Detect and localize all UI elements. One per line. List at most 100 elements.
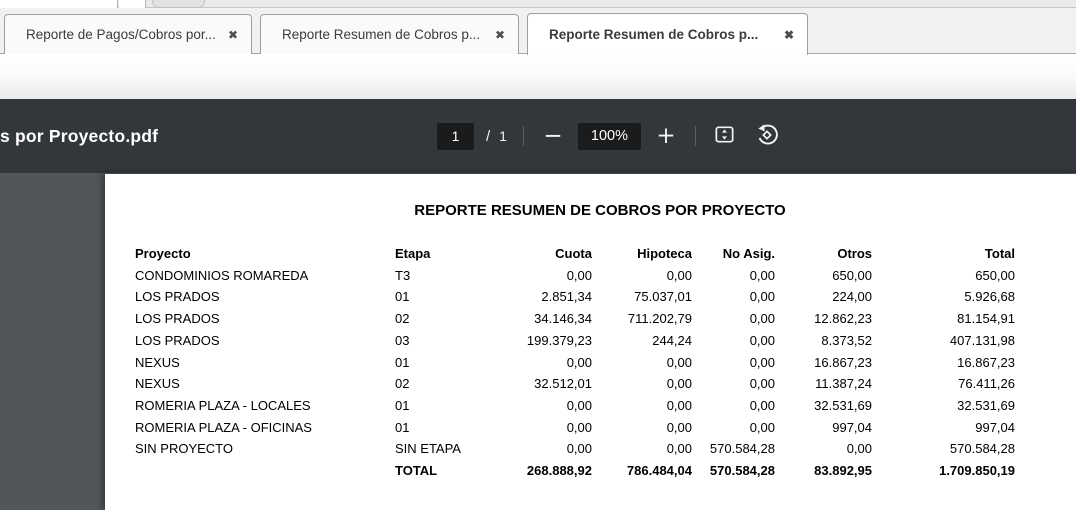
cell-hipoteca: 0,00 — [666, 397, 692, 413]
col-header-etapa: Etapa — [395, 246, 431, 261]
cell-no-asig: 0,00 — [749, 289, 775, 305]
cell-cuota: 0,00 — [566, 397, 592, 413]
table-row: NEXUS 01 0,00 0,00 0,00 16.867,23 16.867,23 — [135, 352, 1015, 374]
cell-cuota: 32.512,01 — [534, 376, 592, 392]
content-header-strip — [0, 54, 1076, 99]
table-row: NEXUS 02 32.512,01 0,00 0,00 11.387,24 76.411,… — [135, 373, 1015, 395]
col-header-no-asig: No Asig. — [722, 246, 775, 261]
cell-no-asig: 570.584,28 — [709, 441, 775, 457]
secondary-input-stub[interactable] — [119, 0, 146, 8]
toolbar-button-stub[interactable] — [152, 0, 205, 8]
page-number-input[interactable]: 1 — [437, 122, 474, 150]
cell-otros: 32.531,69 — [814, 397, 872, 413]
cell-proyecto: ROMERIA PLAZA - LOCALES — [135, 397, 311, 413]
cell-no-asig: 0,00 — [749, 354, 775, 370]
header-row: Proyecto Etapa Cuota Hipoteca No Asig. Otros T… — [135, 243, 1015, 265]
tab-reporte-pagos-cobros[interactable]: Reporte de Pagos/Cobros por... ✖ — [4, 14, 252, 54]
rotate-button[interactable] — [754, 123, 780, 149]
cell-proyecto: LOS PRADOS — [135, 311, 220, 327]
zoom-out-button[interactable]: − — [540, 123, 566, 149]
tab-reporte-resumen-2-active[interactable]: Reporte Resumen de Cobros p... ✖ — [527, 13, 808, 55]
pdf-viewer-area[interactable]: REPORTE RESUMEN DE COBROS POR PROYECTO P… — [0, 173, 1076, 510]
cell-etapa: 02 — [395, 376, 410, 392]
zoom-level-input[interactable]: 100% — [577, 122, 641, 150]
cell-hipoteca: 0,00 — [666, 354, 692, 370]
tab-label: Reporte Resumen de Cobros p... — [282, 27, 481, 42]
pdf-toolbar-controls: 1 / 1 − 100% + — [437, 99, 780, 173]
table-row: LOS PRADOS 01 2.851,34 75.037,01 0,00 224,00 5… — [135, 286, 1015, 308]
cell-total: 570.584,28 — [949, 441, 1015, 457]
cell-cuota: 0,00 — [566, 354, 592, 370]
col-header-total: Total — [984, 246, 1015, 261]
cell-otros: 224,00 — [832, 289, 872, 305]
cell-cuota: 0,00 — [566, 267, 592, 283]
table-row: CONDOMINIOS ROMAREDA T3 0,00 0,00 0,00 650,00… — [135, 265, 1015, 287]
cell-total: 81.154,91 — [957, 311, 1015, 327]
cell-proyecto: NEXUS — [135, 354, 180, 370]
col-header-hipoteca: Hipoteca — [637, 246, 692, 261]
report-table-head: Proyecto Etapa Cuota Hipoteca No Asig. Otros T… — [135, 243, 1015, 265]
cell-etapa: SIN ETAPA — [395, 441, 461, 457]
cell-total: 1.709.850,19 — [939, 463, 1015, 479]
cell-cuota: 199.379,23 — [526, 332, 592, 348]
cell-total: 32.531,69 — [957, 397, 1015, 413]
cell-etapa: 01 — [395, 397, 410, 413]
cell-no-asig: 0,00 — [749, 332, 775, 348]
cell-etapa: 02 — [395, 311, 410, 327]
cell-proyecto: LOS PRADOS — [135, 289, 220, 305]
table-row: LOS PRADOS 03 199.379,23 244,24 0,00 8.373,52… — [135, 330, 1015, 352]
cell-otros: 12.862,23 — [814, 311, 872, 327]
fit-to-page-button[interactable] — [712, 123, 738, 149]
cell-cuota: 2.851,34 — [541, 289, 592, 305]
page-total: 1 — [499, 128, 507, 144]
col-header-cuota: Cuota — [555, 246, 592, 261]
cell-otros: 997,04 — [832, 419, 872, 435]
cell-cuota: 268.888,92 — [526, 463, 592, 479]
table-row: ROMERIA PLAZA - LOCALES 01 0,00 0,00 0,00 32.… — [135, 395, 1015, 417]
cell-otros: 8.373,52 — [821, 332, 872, 348]
zoom-in-button[interactable]: + — [653, 123, 679, 149]
cell-cuota: 0,00 — [566, 441, 592, 457]
cell-hipoteca: 0,00 — [666, 419, 692, 435]
cell-hipoteca: 244,24 — [652, 332, 692, 348]
report-title: REPORTE RESUMEN DE COBROS POR PROYECTO — [414, 202, 786, 219]
cell-etapa: 01 — [395, 289, 410, 305]
address-input-stub[interactable] — [0, 0, 118, 8]
cell-hipoteca: 75.037,01 — [634, 289, 692, 305]
fit-to-page-icon — [713, 123, 736, 149]
tab-close-icon[interactable]: ✖ — [783, 27, 794, 42]
browser-header: Reporte de Pagos/Cobros por... ✖ Reporte… — [0, 0, 1076, 55]
total-row: TOTAL 268.888,92 786.484,04 570.584,28 83.89… — [135, 460, 1015, 482]
cell-no-asig: 0,00 — [749, 267, 775, 283]
cell-total: 407.131,98 — [949, 332, 1015, 348]
cell-hipoteca: 711.202,79 — [627, 311, 692, 327]
cell-otros: 11.387,24 — [815, 376, 872, 392]
tab-label: Reporte Resumen de Cobros p... — [549, 27, 759, 42]
cell-total: 997,04 — [975, 419, 1015, 435]
cell-hipoteca: 0,00 — [666, 376, 692, 392]
cell-no-asig: 0,00 — [749, 311, 775, 327]
tab-close-icon[interactable]: ✖ — [227, 27, 238, 42]
cell-hipoteca: 0,00 — [666, 267, 692, 283]
tab-reporte-resumen-1[interactable]: Reporte Resumen de Cobros p... ✖ — [260, 14, 519, 54]
cell-hipoteca: 0,00 — [666, 441, 692, 457]
cell-no-asig: 0,00 — [749, 376, 775, 392]
tab-close-icon[interactable]: ✖ — [494, 27, 505, 42]
cell-total: 650,00 — [975, 267, 1015, 283]
cell-total: 16.867,23 — [957, 354, 1015, 370]
browser-toolbar-stub — [0, 0, 1076, 8]
cell-no-asig: 0,00 — [749, 397, 775, 413]
cell-no-asig: 570.584,28 — [709, 463, 775, 479]
toolbar-divider — [522, 126, 524, 146]
cell-etapa: TOTAL — [395, 463, 438, 479]
rotate-counterclockwise-icon — [755, 123, 779, 150]
cell-proyecto: CONDOMINIOS ROMAREDA — [135, 267, 309, 283]
cell-cuota: 34.146,34 — [534, 311, 592, 327]
cell-etapa: 03 — [395, 332, 410, 348]
table-row: ROMERIA PLAZA - OFICINAS 01 0,00 0,00 0,00 99… — [135, 417, 1015, 439]
report-table-body: CONDOMINIOS ROMAREDA T3 0,00 0,00 0,00 650,00… — [135, 265, 1015, 482]
cell-hipoteca: 786.484,04 — [626, 463, 692, 479]
cell-no-asig: 0,00 — [749, 419, 775, 435]
tab-label: Reporte de Pagos/Cobros por... — [26, 27, 216, 42]
cell-etapa: 01 — [395, 419, 410, 435]
